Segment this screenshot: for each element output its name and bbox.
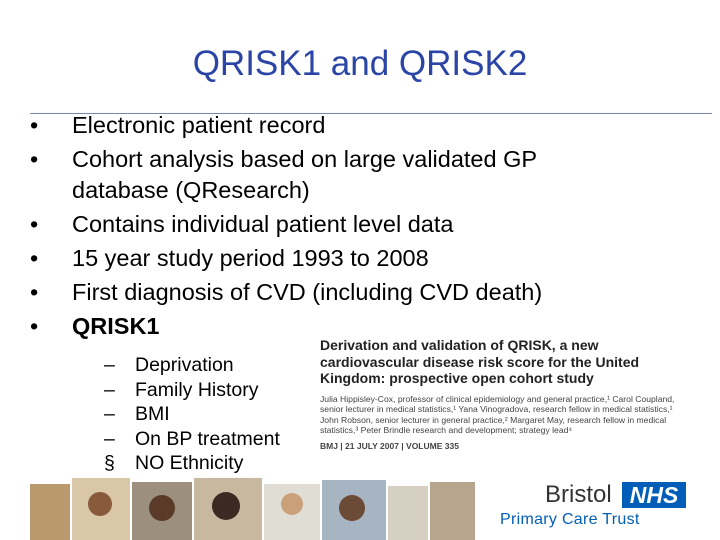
logo-place: Bristol bbox=[545, 481, 612, 508]
bullet-line: Contains individual patient level data bbox=[72, 211, 454, 237]
nhs-badge: NHS bbox=[622, 482, 686, 508]
bullet-marker: • bbox=[30, 245, 39, 271]
sub-bullet-marker: – bbox=[104, 354, 115, 376]
bullet-marker: • bbox=[30, 313, 39, 339]
sub-bullet-marker: – bbox=[104, 403, 115, 425]
bullet-line: QRISK1 bbox=[72, 313, 160, 339]
bullet-text: Cohort analysis based on large validated… bbox=[72, 144, 537, 206]
bullet-line: database (QResearch) bbox=[72, 177, 310, 203]
sub-bullet-text: On BP treatment bbox=[135, 427, 280, 450]
bullet-item: • Cohort analysis based on large validate… bbox=[30, 144, 670, 206]
sub-bullet-item: – Deprivation bbox=[104, 353, 280, 378]
sub-bullet-text: Family History bbox=[135, 378, 259, 401]
bullet-marker: • bbox=[30, 112, 39, 138]
bullet-text: 15 year study period 1993 to 2008 bbox=[72, 243, 429, 274]
bullet-marker: • bbox=[30, 146, 39, 172]
sub-bullet-item: – Family History bbox=[104, 378, 280, 403]
sub-bullet-marker: – bbox=[104, 427, 115, 450]
sub-bullet-text: Deprivation bbox=[135, 354, 234, 376]
sub-bullet-item: – On BP treatment bbox=[104, 427, 280, 452]
bullet-marker: • bbox=[30, 211, 39, 237]
title-rule bbox=[30, 113, 712, 114]
bullet-item: • 15 year study period 1993 to 2008 bbox=[30, 243, 670, 274]
bullet-line: First diagnosis of CVD (including CVD de… bbox=[72, 279, 543, 305]
bullet-item: • Contains individual patient level data bbox=[30, 209, 670, 240]
paper-citation: BMJ | 21 JULY 2007 | VOLUME 335 bbox=[320, 440, 459, 451]
logo-organisation: Primary Care Trust bbox=[500, 511, 640, 528]
paper-title: Derivation and validation of QRISK, a ne… bbox=[320, 337, 640, 386]
slide-title: QRISK1 and QRISK2 bbox=[192, 44, 528, 83]
sub-bullet-marker: – bbox=[104, 378, 115, 401]
bullet-text: Contains individual patient level data bbox=[72, 209, 453, 240]
bullet-item: • QRISK1 bbox=[30, 311, 670, 342]
bullet-item: • Electronic patient record bbox=[30, 110, 670, 141]
photo-strip bbox=[30, 478, 475, 540]
bullet-text: QRISK1 bbox=[72, 311, 160, 342]
bullet-line: 15 year study period 1993 to 2008 bbox=[72, 245, 429, 271]
bullet-list: • Electronic patient record • Cohort analys… bbox=[30, 110, 670, 345]
paper-excerpt: Derivation and validation of QRISK, a ne… bbox=[320, 337, 692, 451]
bullet-text: First diagnosis of CVD (including CVD de… bbox=[72, 277, 542, 308]
sub-bullet-list: – Deprivation – Family History – BMI – On BP tr… bbox=[104, 353, 280, 476]
bullet-marker: • bbox=[30, 279, 39, 305]
sub-bullet-item: § NO Ethnicity bbox=[104, 451, 280, 476]
sub-bullet-marker: § bbox=[104, 452, 115, 474]
bullet-text: Electronic patient record bbox=[72, 110, 325, 141]
sub-bullet-item: – BMI bbox=[104, 402, 280, 427]
sub-bullet-text: NO Ethnicity bbox=[135, 452, 244, 474]
bullet-line: Electronic patient record bbox=[72, 112, 326, 138]
bullet-item: • First diagnosis of CVD (including CVD d… bbox=[30, 277, 670, 308]
bullet-line: Cohort analysis based on large validated… bbox=[72, 146, 538, 172]
sub-bullet-text: BMI bbox=[135, 403, 170, 425]
paper-authors: Julia Hippisley-Cox, professor of clinic… bbox=[320, 393, 675, 436]
